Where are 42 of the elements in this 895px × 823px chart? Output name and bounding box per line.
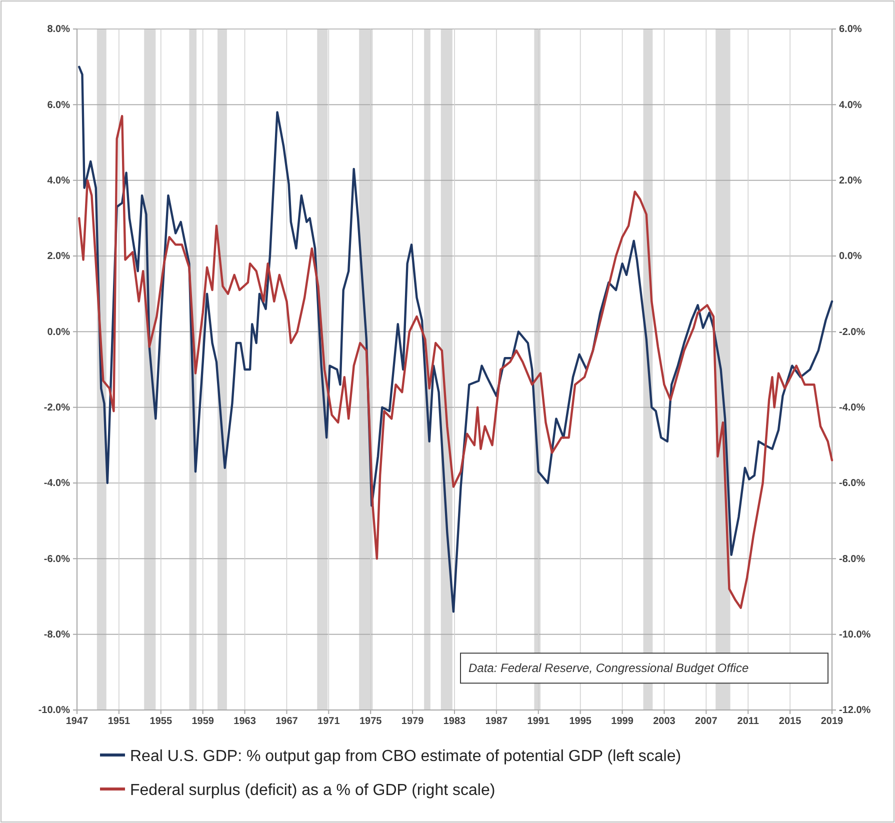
x-tick-label: 1967 [276, 716, 298, 728]
x-tick-label: 1947 [66, 716, 89, 728]
x-tick-label: 1963 [234, 716, 256, 728]
x-tick-label: 1951 [108, 716, 131, 728]
y-tick-label: 2.0% [47, 251, 70, 262]
y-tick-label: -10.0% [38, 705, 70, 716]
x-tick-label: 2011 [737, 716, 760, 728]
y-tick-label: -2.0% [44, 402, 70, 414]
annotation: Data: Federal Reserve, Congressional Budget Office [468, 661, 749, 676]
x-tick-label: 1999 [611, 716, 634, 728]
y-tick-label: 6.0% [47, 100, 70, 111]
x-tick-label: 1975 [359, 716, 382, 728]
y2-tick-label: 2.0% [839, 176, 862, 187]
x-tick-label: 1971 [318, 716, 340, 728]
x-tick-label: 1955 [150, 716, 172, 728]
x-tick-label: 2019 [820, 716, 844, 728]
x-tick-label: 1987 [485, 716, 508, 728]
x-tick-label: 1995 [569, 716, 592, 728]
x-tick-label: 1979 [401, 716, 424, 728]
x-tick-label: 1983 [443, 716, 466, 728]
x-tick-label: 2015 [778, 716, 802, 728]
y-tick-label: -8.0% [44, 630, 70, 641]
y-tick-label: 4.0% [47, 176, 70, 187]
x-tick-label: 1959 [192, 716, 214, 728]
y2-tick-label: -2.0% [839, 326, 866, 338]
y2-tick-label: 6.0% [839, 24, 862, 36]
y2-tick-label: -12.0% [839, 705, 871, 716]
x-tick-label: 2003 [653, 716, 676, 728]
legend-label: Federal surplus (deficit) as a % of GDP (right scale) [130, 782, 496, 799]
y-tick-label: 0.0% [47, 326, 70, 338]
y2-tick-label: -10.0% [839, 630, 871, 641]
y-tick-label: -4.0% [44, 478, 70, 490]
y-tick-label: -6.0% [44, 554, 70, 565]
x-tick-label: 2007 [695, 716, 718, 728]
y2-tick-label: -8.0% [839, 554, 866, 565]
legend-label: Real U.S. GDP: % output gap from CBO estimate of potential GDP (left scale) [130, 748, 682, 765]
x-tick-label: 1991 [527, 716, 550, 728]
y2-tick-label: -6.0% [839, 478, 866, 490]
y-tick-label: 8.0% [47, 24, 70, 36]
y2-tick-label: 0.0% [839, 251, 862, 262]
y2-tick-label: -4.0% [839, 402, 866, 414]
y2-tick-label: 4.0% [839, 100, 862, 111]
